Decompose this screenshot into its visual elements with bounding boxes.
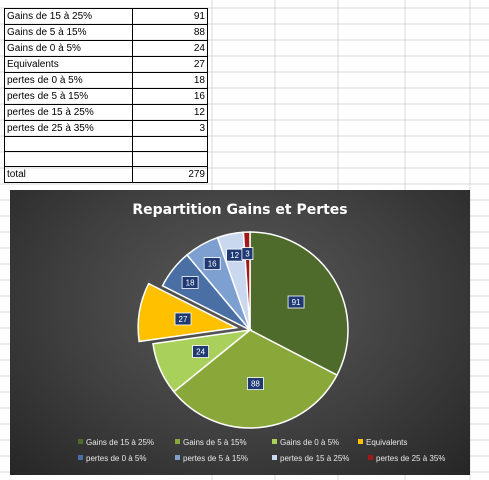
table-row: Gains de 5 à 15% 88	[4, 24, 208, 41]
row-label[interactable]: Gains de 5 à 15%	[4, 24, 133, 41]
data-table: Gains de 15 à 25% 91 Gains de 5 à 15% 88 Gai…	[4, 8, 208, 183]
total-value[interactable]: 279	[132, 166, 208, 183]
row-value[interactable]: 12	[132, 104, 208, 121]
row-value[interactable]: 3	[132, 120, 208, 137]
data-label: 16	[203, 257, 221, 270]
legend-item[interactable]: pertes de 0 à 5%	[78, 454, 146, 463]
data-label-text: 91	[292, 298, 301, 307]
data-label-box	[192, 345, 209, 358]
legend-label: pertes de 5 à 15%	[183, 454, 248, 463]
pie-plot: 91 88 24 27 18 16 12 3	[137, 231, 349, 429]
legend-swatch	[175, 439, 180, 444]
data-label: 3	[241, 247, 254, 261]
data-label-text: 12	[230, 251, 239, 260]
row-value[interactable]: 88	[132, 24, 208, 41]
data-label-box	[247, 377, 264, 391]
data-label: 24	[192, 345, 209, 358]
total-label[interactable]: total	[4, 166, 133, 183]
table-row: pertes de 15 à 25% 12	[4, 104, 208, 121]
legend-item[interactable]: Gains de 5 à 15%	[175, 438, 247, 447]
row-label[interactable]: Gains de 0 à 5%	[4, 40, 133, 57]
legend-swatch	[358, 439, 363, 444]
row-value[interactable]: 27	[132, 56, 208, 73]
total-row: total 279	[4, 166, 208, 183]
data-label: 27	[174, 312, 192, 326]
data-label: 91	[287, 295, 305, 309]
legend-item[interactable]: Gains de 0 à 5%	[272, 438, 339, 447]
row-label[interactable]: Equivalents	[4, 56, 133, 73]
legend-label: Gains de 5 à 15%	[183, 438, 247, 447]
data-label-text: 3	[245, 250, 250, 259]
row-label[interactable]: Gains de 15 à 25%	[4, 8, 133, 25]
legend-swatch	[368, 455, 373, 460]
row-value[interactable]: 18	[132, 72, 208, 89]
data-label-box	[174, 312, 192, 326]
empty-row	[4, 151, 208, 167]
pie-slice[interactable]	[137, 282, 239, 343]
row-value[interactable]: 91	[132, 8, 208, 25]
data-label-text: 27	[179, 315, 188, 324]
legend-label: pertes de 25 à 35%	[376, 454, 446, 463]
legend-swatch	[78, 439, 83, 444]
data-label: 12	[226, 248, 244, 262]
empty-cell[interactable]	[4, 151, 133, 167]
data-label-text: 88	[251, 380, 260, 389]
data-label-text: 24	[196, 348, 205, 357]
row-label[interactable]: pertes de 15 à 25%	[4, 104, 133, 121]
empty-cell[interactable]	[132, 151, 208, 167]
legend-item[interactable]: pertes de 5 à 15%	[175, 454, 248, 463]
legend-item[interactable]: Equivalents	[358, 438, 407, 447]
row-value[interactable]: 16	[132, 88, 208, 105]
row-label[interactable]: pertes de 5 à 15%	[4, 88, 133, 105]
legend-item[interactable]: pertes de 15 à 25%	[272, 454, 349, 463]
table-row: pertes de 25 à 35% 3	[4, 120, 208, 137]
row-value[interactable]: 24	[132, 40, 208, 57]
legend-item[interactable]: pertes de 25 à 35%	[368, 454, 445, 463]
row-label[interactable]: pertes de 25 à 35%	[4, 120, 133, 137]
data-label: 88	[247, 377, 264, 391]
data-label: 18	[181, 276, 199, 289]
legend-label: Gains de 0 à 5%	[280, 438, 340, 447]
empty-row	[4, 136, 208, 152]
empty-cell[interactable]	[4, 136, 133, 152]
table-row: pertes de 5 à 15% 16	[4, 88, 208, 105]
legend-swatch	[272, 455, 277, 460]
data-label-box	[287, 295, 305, 309]
pie-slice[interactable]	[152, 328, 253, 393]
pie-chart[interactable]: Repartition Gains et Pertes 91 88 24 27 18 16…	[10, 190, 470, 475]
table-row: Equivalents 27	[4, 56, 208, 73]
legend-label: pertes de 0 à 5%	[86, 454, 147, 463]
data-label-text: 18	[186, 279, 195, 288]
data-label-box	[181, 276, 199, 289]
data-label-box	[203, 257, 221, 270]
data-label-box	[241, 247, 254, 261]
legend-swatch	[175, 455, 180, 460]
table-row: Gains de 15 à 25% 91	[4, 8, 208, 25]
data-label-text: 16	[208, 260, 217, 269]
legend-label: Equivalents	[366, 438, 408, 447]
row-label[interactable]: pertes de 0 à 5%	[4, 72, 133, 89]
empty-cell[interactable]	[132, 136, 208, 152]
legend-item[interactable]: Gains de 15 à 25%	[78, 438, 154, 447]
legend-label: Gains de 15 à 25%	[86, 438, 155, 447]
legend-label: pertes de 15 à 25%	[280, 454, 350, 463]
legend-swatch	[78, 455, 83, 460]
chart-title: Repartition Gains et Pertes	[132, 202, 348, 218]
table-row: pertes de 0 à 5% 18	[4, 72, 208, 89]
table-row: Gains de 0 à 5% 24	[4, 40, 208, 57]
legend-swatch	[272, 439, 277, 444]
